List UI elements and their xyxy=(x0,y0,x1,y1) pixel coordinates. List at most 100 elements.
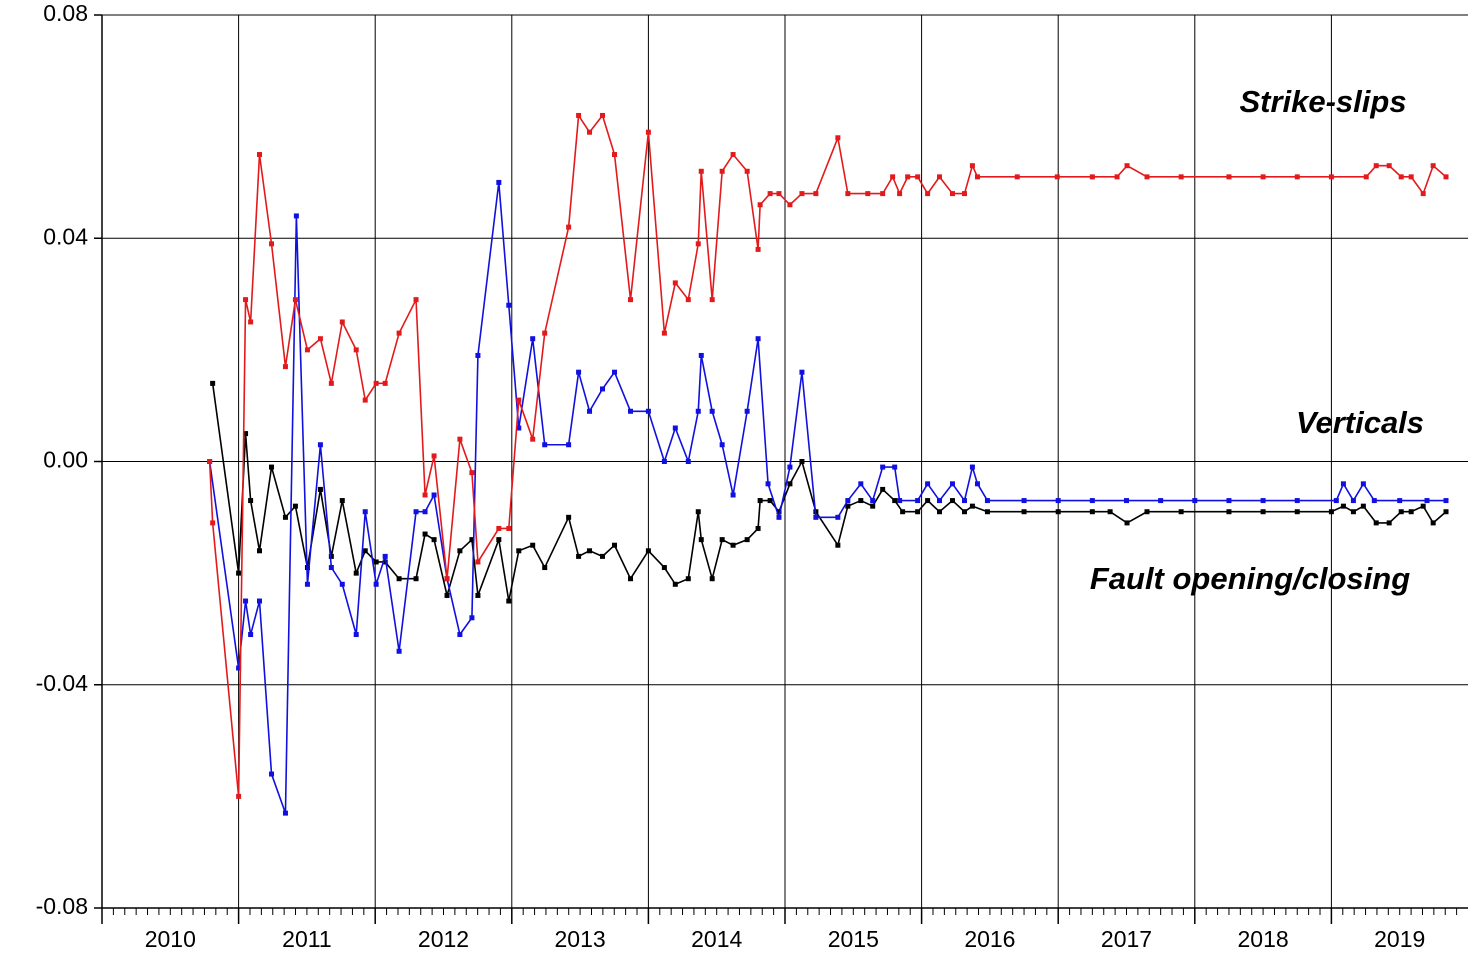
series-marker xyxy=(382,553,388,559)
x-tick-label: 2010 xyxy=(145,926,196,952)
series-marker xyxy=(496,537,502,543)
series-marker xyxy=(304,581,310,587)
series-marker xyxy=(612,369,618,375)
series-marker xyxy=(1089,498,1095,504)
series-marker xyxy=(396,330,402,336)
series-marker xyxy=(915,509,921,515)
series-marker xyxy=(282,514,288,520)
series-marker xyxy=(695,241,701,247)
series-marker xyxy=(949,191,955,197)
series-marker xyxy=(566,224,572,230)
series-marker xyxy=(530,436,536,442)
series-marker xyxy=(787,481,793,487)
series-marker xyxy=(362,509,368,515)
series-marker xyxy=(373,380,379,386)
series-marker xyxy=(304,347,310,353)
series-marker xyxy=(695,509,701,515)
series-marker xyxy=(698,537,704,543)
series-marker xyxy=(799,459,805,464)
series-marker xyxy=(236,570,242,576)
series-marker xyxy=(645,548,651,554)
series-marker xyxy=(949,498,955,504)
series-marker xyxy=(1408,174,1414,180)
series-marker xyxy=(256,548,262,554)
series-marker xyxy=(1398,509,1404,515)
series-marker xyxy=(328,380,334,386)
series-marker xyxy=(915,174,921,180)
series-marker xyxy=(396,576,402,582)
series-marker xyxy=(1178,509,1184,515)
grid xyxy=(101,14,1468,909)
series-marker xyxy=(496,179,502,185)
series-marker xyxy=(413,297,419,303)
series-marker xyxy=(248,498,254,504)
series-marker xyxy=(256,598,262,604)
series-marker xyxy=(744,168,750,174)
series-marker xyxy=(1386,163,1392,169)
series-marker xyxy=(1430,520,1436,526)
series-marker xyxy=(1420,503,1426,509)
series-marker xyxy=(787,464,793,470)
series-marker xyxy=(612,542,618,548)
series-marker xyxy=(1124,520,1130,526)
series-marker xyxy=(900,509,906,515)
series-marker xyxy=(755,336,761,342)
series-marker xyxy=(1124,163,1130,169)
series-marker xyxy=(431,492,437,498)
series-marker xyxy=(984,509,990,515)
series-marker xyxy=(576,369,582,375)
series-marker xyxy=(353,347,359,353)
y-tick-label: 0.04 xyxy=(43,223,88,249)
annotation: Strike-slips xyxy=(1239,84,1406,119)
series-marker xyxy=(516,425,522,431)
series-marker xyxy=(1328,509,1334,515)
series-marker xyxy=(645,408,651,414)
series-marker xyxy=(969,163,975,169)
series-marker xyxy=(1340,481,1346,487)
series-marker xyxy=(282,810,288,816)
series-marker xyxy=(1373,163,1379,169)
series-marker xyxy=(719,168,725,174)
series-marker xyxy=(431,453,437,459)
series-marker xyxy=(1350,498,1356,504)
series-marker xyxy=(1397,498,1403,504)
series-marker xyxy=(469,615,475,621)
series-marker xyxy=(1363,174,1369,180)
series-marker xyxy=(880,191,886,197)
series-marker xyxy=(974,174,980,180)
series-marker xyxy=(444,592,450,598)
series-marker xyxy=(422,531,428,537)
series-marker xyxy=(776,514,782,520)
series-marker xyxy=(672,581,678,587)
series-marker xyxy=(207,459,213,464)
series-marker xyxy=(1443,509,1449,515)
series-marker xyxy=(542,330,548,336)
series-marker xyxy=(936,509,942,515)
series-marker xyxy=(457,436,463,442)
series-marker xyxy=(880,464,886,470)
series-marker xyxy=(431,537,437,543)
x-tick-label: 2013 xyxy=(555,926,606,952)
series-marker xyxy=(799,191,805,197)
series-marker xyxy=(835,542,841,548)
series-marker xyxy=(661,565,667,571)
series-marker xyxy=(984,498,990,504)
series-marker xyxy=(767,498,773,504)
series-marker xyxy=(709,297,715,303)
series-marker xyxy=(865,191,871,197)
series-marker xyxy=(293,213,299,219)
series-marker xyxy=(1089,509,1095,515)
series-marker xyxy=(339,319,345,325)
series-marker xyxy=(813,514,819,520)
series-marker xyxy=(969,503,975,509)
x-tick-label: 2011 xyxy=(282,926,331,952)
series-marker xyxy=(1014,174,1020,180)
series-marker xyxy=(870,503,876,509)
series-marker xyxy=(698,352,704,358)
series-marker xyxy=(835,135,841,141)
series-marker xyxy=(506,525,512,531)
series-marker xyxy=(672,425,678,431)
series-marker xyxy=(248,319,254,325)
series-marker xyxy=(328,553,334,559)
series-marker xyxy=(382,559,388,565)
